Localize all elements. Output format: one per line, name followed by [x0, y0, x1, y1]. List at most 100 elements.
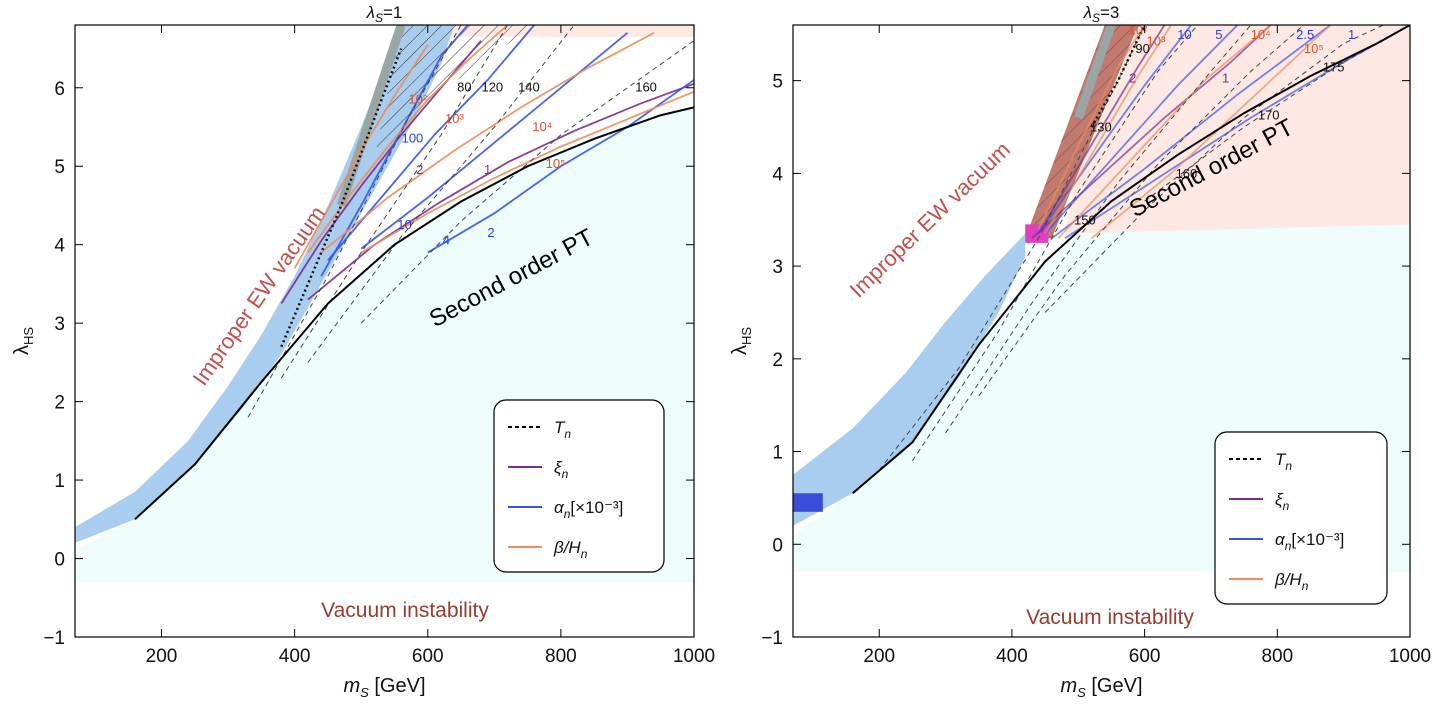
- legend-entry: αn[×10⁻³]: [1275, 530, 1344, 553]
- second-order-boundary: [852, 25, 1410, 495]
- series-alpha-2: [427, 79, 694, 254]
- contour-label-beta: 10³: [1147, 33, 1166, 48]
- series-beta-9: [1037, 25, 1146, 230]
- panel-title: λS=3: [1083, 3, 1120, 25]
- contour-label-alpha: 10: [1177, 27, 1191, 42]
- contour-label-xi: 1: [1222, 70, 1229, 85]
- y-tick-label: −1: [761, 628, 783, 649]
- contour-label-tn: 160: [635, 80, 657, 95]
- y-tick-label: 5: [772, 72, 783, 93]
- improper-edge-dotted: [280, 48, 403, 348]
- contour-label-beta: 10⁴: [1251, 27, 1271, 42]
- series-tn-12: [945, 25, 1252, 434]
- legend-entry: Tn: [554, 418, 571, 441]
- series-tn-12: [307, 25, 575, 363]
- contour-label-tn: 150: [1074, 212, 1096, 227]
- x-tick-label: 800: [545, 646, 577, 667]
- x-tick-label: 800: [1261, 646, 1293, 667]
- y-tick-label: 2: [772, 350, 783, 371]
- contour-label-beta: 10²: [1129, 22, 1148, 37]
- contour-label-xi: 1: [484, 162, 491, 177]
- y-axis-label: λHS: [11, 327, 36, 355]
- blue-patch: [793, 493, 823, 512]
- contour-label-tn: 140: [518, 80, 540, 95]
- legend-entry: β/Hn: [553, 538, 588, 561]
- series-beta-7: [320, 32, 655, 254]
- legend-box: [1214, 431, 1388, 605]
- x-tick-label: 1000: [673, 646, 715, 667]
- contour-label-tn: 80: [457, 80, 471, 95]
- x-axis-label: mS [GeV]: [1060, 675, 1142, 700]
- contour-label-alpha: 2: [487, 225, 494, 240]
- series-xi-1: [1037, 25, 1166, 235]
- contour-label-tn: 160: [1176, 166, 1198, 181]
- x-tick-label: 600: [1129, 646, 1161, 667]
- legend-entry: ξn: [554, 458, 569, 481]
- plot-frame: [74, 24, 695, 638]
- series-alpha-5: [1037, 25, 1192, 235]
- contour-label-tn: 120: [481, 80, 503, 95]
- series-beta-6: [1090, 25, 1332, 239]
- legend-entry: Tn: [1275, 450, 1292, 473]
- contour-label-xi: 2: [1129, 70, 1136, 85]
- contour-label-alpha: 1: [1348, 27, 1355, 42]
- contour-label-beta: 10⁴: [532, 119, 552, 134]
- contour-label-alpha: 100: [402, 131, 424, 146]
- x-tick-label: 200: [863, 646, 895, 667]
- series-alpha-4: [1044, 25, 1239, 235]
- contour-label-beta: 10³: [445, 111, 464, 126]
- y-tick-label: 3: [54, 314, 65, 335]
- vacuum-instability-label: Vacuum instability: [1026, 606, 1194, 629]
- grey-edge-band: [1074, 25, 1116, 120]
- y-tick-label: 1: [54, 471, 65, 492]
- contour-label-xi: 2: [416, 162, 423, 177]
- x-tick-label: 200: [146, 646, 178, 667]
- y-tick-label: 6: [54, 79, 65, 100]
- contour-label-beta: 10⁵: [546, 156, 566, 171]
- x-tick-label: 400: [279, 646, 311, 667]
- series-tn-10: [878, 25, 1146, 471]
- y-tick-label: 1: [772, 443, 783, 464]
- series-alpha-3: [360, 32, 629, 250]
- contour-label-tn: 175: [1323, 59, 1345, 74]
- y-tick-label: 5: [54, 157, 65, 178]
- x-tick-label: 400: [996, 646, 1028, 667]
- contour-label-beta: 10⁵: [1304, 41, 1324, 56]
- y-axis-label: λHS: [729, 327, 754, 355]
- grey-edge-band: [336, 25, 406, 207]
- panel-title: λS=1: [366, 3, 403, 25]
- series-tn-11: [280, 25, 509, 379]
- y-tick-label: 4: [54, 236, 65, 257]
- legend: Tn ξn αn[×10⁻³] β/Hn: [493, 399, 665, 573]
- legend: Tn ξn αn[×10⁻³] β/Hn: [1214, 431, 1388, 605]
- contour-label-alpha: 2.5: [1296, 27, 1314, 42]
- hatched-region: [1025, 25, 1138, 239]
- series-beta-8: [307, 25, 509, 254]
- series-beta-8: [1044, 25, 1172, 235]
- x-tick-label: 600: [412, 646, 444, 667]
- y-tick-label: 4: [772, 164, 783, 185]
- contour-label-alpha: 10: [397, 217, 411, 232]
- vacuum-instability-label: Vacuum instability: [321, 599, 489, 622]
- series-tn-14: [1044, 25, 1384, 313]
- hatched-region: [374, 25, 535, 159]
- contour-label-tn: 130: [1090, 120, 1112, 135]
- series-beta-7: [1057, 25, 1272, 239]
- x-axis-label: mS [GeV]: [343, 675, 425, 700]
- transition-band: [793, 233, 1026, 526]
- series-beta-6: [360, 90, 694, 254]
- series-tn-10: [247, 25, 462, 418]
- y-tick-label: 3: [772, 257, 783, 278]
- y-tick-label: −1: [43, 628, 65, 649]
- legend-entry: β/Hn: [1274, 570, 1309, 593]
- y-tick-label: 2: [54, 393, 65, 414]
- legend-entry: ξn: [1275, 490, 1290, 513]
- y-tick-label: 0: [772, 535, 783, 556]
- second-order-boundary: [134, 106, 694, 521]
- contour-label-alpha: 4: [443, 233, 450, 248]
- plot-frame: [792, 24, 1411, 638]
- series-alpha-3: [1051, 25, 1331, 239]
